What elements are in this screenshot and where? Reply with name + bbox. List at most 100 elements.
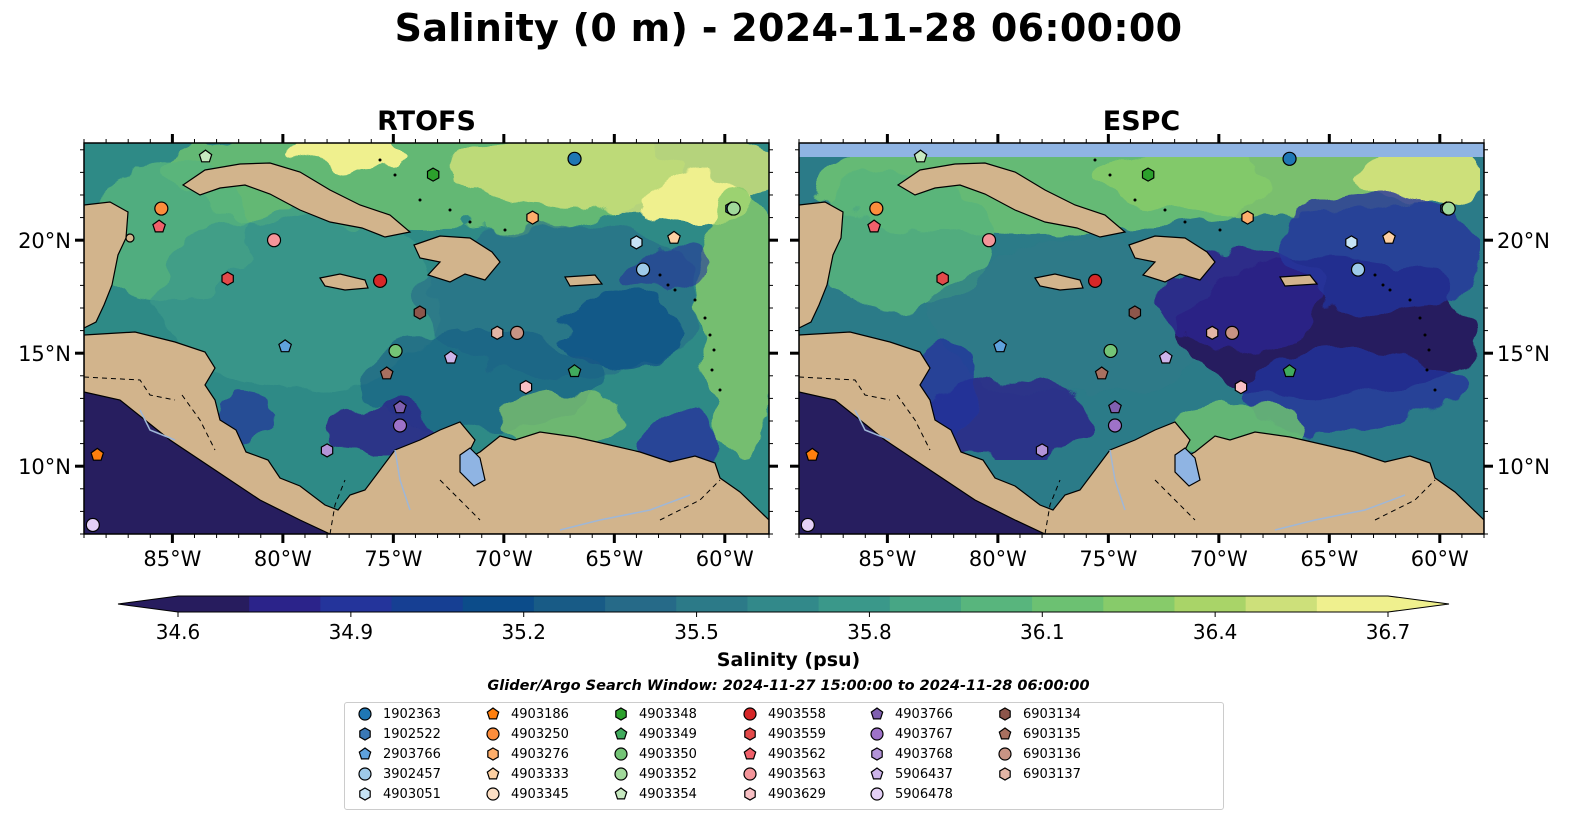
borders-espc [799,376,1436,534]
float-marker-4903051 [630,235,643,250]
float-marker-2903766 [993,339,1008,353]
legend-marker-circle-icon [743,767,757,781]
float-marker-4903276 [1241,210,1254,225]
float-legend: 1902363 1902522 2903766 3902457 4903051 49031… [344,702,1224,810]
legend-item-4903276: 4903276 [483,744,569,764]
legend-label: 4903354 [639,786,697,802]
legend-marker-hexagon-icon [999,767,1011,781]
float-marker-4903250 [869,201,884,216]
rivers-rtofs [139,409,691,531]
float-marker-4903352 [1441,201,1456,216]
float-marker-1902363 [1282,151,1297,166]
small-islands-rtofs [378,158,722,392]
legend-item-4903559: 4903559 [740,724,826,744]
colorbar-segment [462,596,535,612]
lon-tick-label: 80°W [254,547,312,571]
float-marker-6903136 [509,325,525,340]
legend-label: 4903350 [639,746,697,762]
float-marker-6903135 [379,366,394,380]
legend-label: 6903137 [1023,766,1081,782]
float-marker-4903333 [667,230,681,244]
legend-label: 3902457 [383,766,441,782]
land-rtofs [84,162,769,534]
legend-marker-circle-icon [358,707,372,721]
search-window-text: Glider/Argo Search Window: 2024-11-27 15… [487,678,1090,694]
colorbar-segment [747,596,820,612]
lat-tick-label: 20°N [18,229,71,253]
legend-item-4903348: 4903348 [611,704,697,724]
lon-tick-label: 80°W [969,547,1027,571]
legend-item-5906478: 5906478 [867,784,953,804]
axis-ticks: 85°W 80°W 75°W 70°W 65°W 60°W 10°N 15°N 20°N 85°W… [18,134,1550,571]
legend-label: 4903051 [383,786,441,802]
legend-item-6903134: 6903134 [995,704,1081,724]
legend-label: 4903349 [639,726,697,742]
legend-marker-circle-icon [486,727,500,741]
legend-marker-hexagon-icon [744,727,756,741]
salinity-field-rtofs [90,143,769,475]
legend-marker-circle-icon [486,787,500,801]
colorbar-segment [391,596,464,612]
float-marker-4903767 [1107,418,1123,433]
legend-marker-circle-icon [870,787,884,801]
legend-marker-hexagon-icon [359,727,371,741]
panel-title-espc: ESPC [1102,106,1181,137]
colorbar-segment [1174,596,1247,612]
legend-marker-pentagon-icon [998,727,1012,740]
legend-label: 4903563 [768,766,826,782]
colorbar-tick-label: 35.2 [501,620,546,640]
colorbar-segment [1103,596,1176,612]
colorbar-segment [818,596,891,612]
lon-tick-label: 60°W [696,547,754,571]
legend-item-4903352: 4903352 [611,764,697,784]
float-marker-4903629 [1234,379,1248,395]
float-marker-4903051 [1345,235,1358,250]
legend-label: 6903134 [1023,706,1081,722]
colorbar-extend-min [118,596,178,612]
float-marker-5906478 [85,517,100,533]
float-marker-2903766 [278,339,293,353]
lon-tick-label: 70°W [1190,547,1248,571]
lon-tick-label: 75°W [1079,547,1137,571]
legend-marker-pentagon-icon [486,707,500,720]
legend-item-4903186: 4903186 [483,704,569,724]
legend-item-3902457: 3902457 [355,764,441,784]
legend-label: 4903562 [768,746,826,762]
legend-label: 4903186 [511,706,569,722]
float-marker-4903350 [388,343,403,359]
colorbar-segment [605,596,677,612]
legend-marker-pentagon-icon [614,787,628,800]
colorbar-segment [1245,596,1318,612]
legend-label: 4903559 [768,726,826,742]
colorbar-segment [960,596,1033,612]
legend-marker-pentagon-icon [870,707,884,720]
legend-label: 4903345 [511,786,569,802]
map-panel-espc [799,143,1484,534]
legend-label: 4903348 [639,706,697,722]
float-marker-4903348 [426,167,440,182]
float-marker-3902457 [1350,262,1366,277]
legend-label: 4903766 [895,706,953,722]
legend-item-4903563: 4903563 [740,764,826,784]
float-marker-4903349 [1282,364,1297,378]
lat-tick-label: 10°N [1497,455,1550,479]
lat-tick-label: 20°N [1497,229,1550,253]
legend-item-4903350: 4903350 [611,744,697,764]
colorbar-segment [1032,596,1104,612]
legend-item-4903345: 4903345 [483,784,569,804]
legend-marker-pentagon-icon [358,747,372,760]
colorbar-segment [676,596,749,612]
colorbar-tick-label: 35.5 [674,620,719,640]
legend-label: 5906437 [895,766,953,782]
float-marker-4903629 [519,379,533,395]
float-marker-6903137 [1205,325,1219,340]
legend-item-2903766: 2903766 [355,744,441,764]
legend-item-4903333: 4903333 [483,764,569,784]
legend-marker-hexagon-icon [871,747,883,761]
float-marker-4903558 [1087,273,1103,288]
legend-item-5906437: 5906437 [867,764,953,784]
legend-item-4903767: 4903767 [867,724,953,744]
map-panel-rtofs [84,143,769,534]
lon-tick-label: 70°W [475,547,533,571]
legend-marker-hexagon-icon [615,707,627,721]
